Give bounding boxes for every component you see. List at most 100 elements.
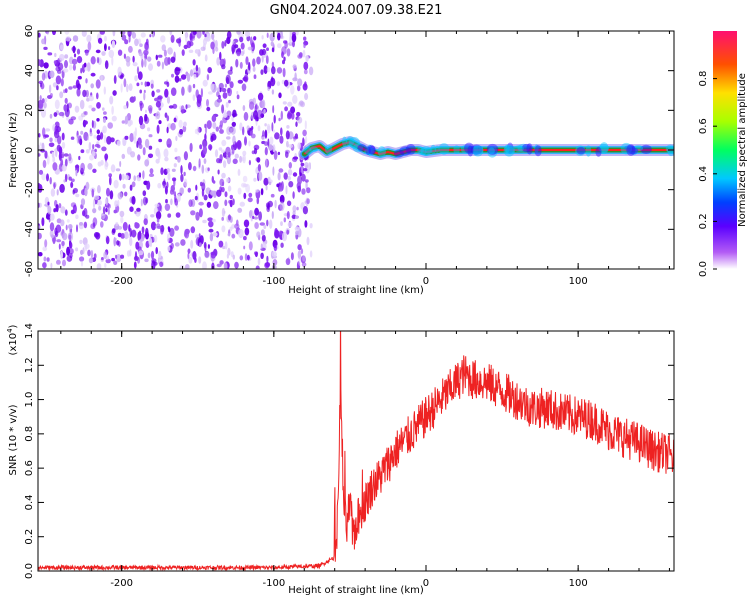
snr-line (38, 331, 674, 571)
noise-speck (180, 105, 185, 115)
noise-speck (272, 144, 276, 153)
noise-speck (185, 104, 188, 110)
noise-speck (119, 173, 122, 181)
noise-speck (309, 223, 313, 229)
noise-speck (68, 153, 72, 162)
trace-blob (342, 136, 347, 147)
noise-speck (91, 188, 95, 198)
noise-speck (143, 92, 146, 101)
noise-speck (239, 36, 244, 43)
noise-speck (292, 64, 297, 69)
trace-blob (418, 148, 427, 156)
noise-speck (273, 244, 278, 252)
noise-speck (227, 87, 233, 97)
spectrogram-y-label: Frequency (Hz) (8, 112, 19, 188)
noise-speck (257, 109, 263, 120)
noise-speck (285, 258, 291, 266)
noise-speck (247, 46, 253, 51)
noise-speck (158, 138, 163, 143)
noise-speck (38, 252, 43, 257)
noise-speck (48, 84, 52, 94)
noise-speck (162, 184, 166, 189)
trace-blob (464, 142, 474, 154)
noise-speck (210, 135, 214, 142)
noise-speck (297, 54, 303, 59)
trace-blob (665, 144, 674, 154)
noise-speck (236, 140, 242, 150)
noise-speck (116, 240, 120, 246)
noise-speck (82, 210, 86, 217)
noise-speck (256, 157, 261, 163)
noise-speck (284, 79, 289, 87)
noise-speck (92, 208, 97, 214)
noise-speck (252, 215, 255, 220)
noise-speck (280, 31, 283, 40)
noise-speck (286, 125, 290, 129)
noise-speck (144, 116, 150, 124)
noise-speck (124, 231, 129, 240)
x-tick-label: 100 (569, 578, 588, 589)
trace-blob (473, 146, 479, 156)
noise-speck (206, 201, 212, 208)
noise-speck (150, 214, 155, 218)
noise-speck (38, 133, 41, 138)
noise-speck (167, 213, 172, 218)
noise-speck (170, 87, 177, 96)
noise-speck (127, 45, 133, 53)
noise-speck (88, 257, 94, 264)
noise-speck (211, 262, 215, 269)
noise-speck (204, 251, 210, 259)
noise-speck (97, 161, 102, 167)
noise-speck (308, 66, 314, 76)
noise-speck (115, 168, 121, 172)
noise-speck (192, 165, 197, 172)
noise-speck (224, 191, 228, 198)
noise-speck (274, 229, 280, 239)
noise-speck (45, 128, 51, 132)
noise-speck (107, 122, 113, 129)
y-tick-label: -60 (24, 261, 35, 277)
noise-speck (305, 135, 308, 144)
noise-speck (124, 135, 129, 140)
y-tick-label: 20 (24, 104, 35, 117)
noise-speck (222, 245, 226, 250)
noise-region (38, 31, 314, 269)
noise-speck (301, 188, 306, 195)
colorbar-label: Normalized spectral amplitude (737, 73, 748, 227)
x-tick-label: 0 (423, 276, 429, 287)
noise-speck (266, 47, 269, 51)
trace-blob (430, 144, 437, 155)
noise-speck (121, 120, 126, 124)
noise-speck (46, 173, 49, 182)
noise-speck (267, 125, 271, 134)
noise-speck (165, 199, 168, 204)
trace-blob (521, 143, 532, 153)
noise-speck (277, 151, 281, 156)
noise-speck (276, 67, 283, 74)
noise-speck (88, 95, 94, 102)
x-tick-label: 0 (423, 578, 429, 589)
y-tick-label: 1.2 (24, 357, 35, 373)
noise-speck (257, 164, 261, 172)
trace-blob (357, 144, 367, 152)
noise-speck (202, 261, 207, 269)
noise-speck (101, 212, 106, 220)
noise-speck (133, 261, 137, 269)
noise-speck (222, 113, 228, 118)
noise-speck (269, 136, 274, 146)
noise-speck (96, 102, 101, 109)
noise-speck (278, 117, 281, 122)
noise-speck (212, 232, 218, 237)
noise-speck (201, 182, 206, 192)
y-tick-label: 0.0 (24, 563, 35, 579)
noise-speck (221, 216, 224, 221)
noise-speck (93, 195, 100, 201)
trace-blob (599, 142, 609, 155)
noise-speck (61, 164, 67, 172)
noise-speck (144, 258, 149, 263)
noise-speck (302, 255, 306, 262)
noise-speck (187, 248, 191, 254)
noise-speck (54, 137, 58, 143)
noise-speck (294, 226, 300, 232)
noise-speck (46, 155, 50, 165)
